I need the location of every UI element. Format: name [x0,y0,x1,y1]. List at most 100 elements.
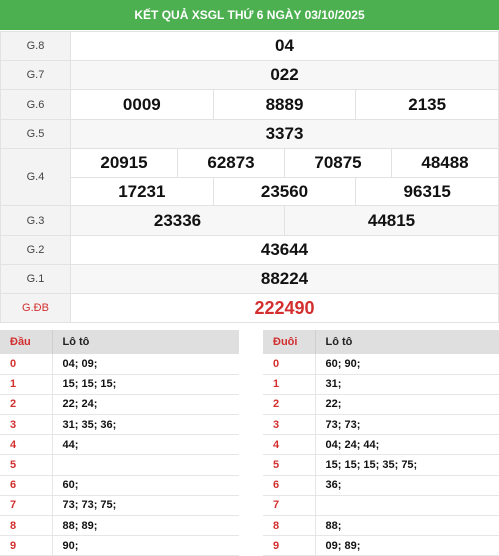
loto-values: 60; 90; [314,354,499,375]
prize-value: 23560 [212,177,356,205]
loto-key: 2 [0,394,52,416]
dau-loto-table: Đầu Lô tô 0 04; 09; 1 15; 15; 15; 2 22; 24; 3 3… [0,330,239,556]
duoi-header: Đuôi [263,330,315,354]
loto-values: 22; [314,394,499,416]
results-title: KẾT QUẢ XSGL THỨ 6 NGÀY 03/10/2025 [134,8,365,22]
loto-row: 4 04; 24; 44; [263,434,499,456]
prize-value: 04 [70,31,499,61]
loto-key: 4 [263,434,315,456]
loto-values: 88; 89; [51,515,239,537]
loto-row: 3 73; 73; [263,414,499,436]
loto-row: 9 90; [0,535,239,556]
prize-row-g5: G.5 3373 [0,119,499,149]
prize-row-g7: G.7 022 [0,60,499,90]
prize-value: 022 [70,60,499,90]
loto-values: 15; 15; 15; [51,374,239,395]
loto-row: 5 [0,454,239,476]
loto-row: 5 15; 15; 15; 35; 75; [263,454,499,476]
loto-row: 7 73; 73; 75; [0,495,239,517]
loto-key: 1 [263,374,315,395]
loto-row: 0 04; 09; [0,354,239,375]
prize-label: G.1 [0,264,71,294]
loto-key: 0 [0,354,52,375]
prize-label: G.4 [0,148,71,206]
loto-row: 6 60; [0,475,239,496]
loto-values [314,495,499,517]
prize-value: 96315 [355,177,499,205]
prize-value: 62873 [177,149,284,177]
loto-key: 0 [263,354,315,375]
loto-key: 8 [263,515,315,537]
duoi-loto-table: Đuôi Lô tô 0 60; 90; 1 31; 2 22; 3 73; 73; 4 04; … [263,330,499,556]
loto-key: 5 [0,454,52,476]
loto-values: 15; 15; 15; 35; 75; [314,454,499,476]
loto-values: 04; 09; [51,354,239,375]
loto-row: 3 31; 35; 36; [0,414,239,436]
prize-value: 48488 [391,149,498,177]
results-header: KẾT QUẢ XSGL THỨ 6 NGÀY 03/10/2025 [0,0,499,30]
prize-row-g2: G.2 43644 [0,235,499,265]
prize-row-g3: G.3 23336 44815 [0,205,499,236]
loto-key: 9 [0,535,52,556]
loto-row: 1 31; [263,374,499,395]
loto-values: 60; [51,475,239,496]
loto-key: 1 [0,374,52,395]
prize-value: 23336 [153,210,202,230]
loto-row: 9 09; 89; [263,535,499,556]
prize-label: G.5 [0,119,71,149]
loto-key: 7 [0,495,52,517]
prize-value: 20915 [100,153,148,172]
loto-values: 44; [51,434,239,456]
loto-values: 88; [314,515,499,537]
prize-value: 70875 [284,149,391,177]
loto-key: 7 [263,495,315,517]
special-prize-value: 222490 [70,293,499,323]
prize-row-g4: G.4 20915 62873 70875 48488 17231 23560 … [0,148,499,206]
loto-values: 04; 24; 44; [314,434,499,456]
loto-values [51,454,239,476]
loto-key: 9 [263,535,315,556]
loto-key: 3 [0,414,52,436]
loto-key: 3 [263,414,315,436]
prize-label: G.2 [0,235,71,265]
loto-values: 31; [314,374,499,395]
loto-row: 2 22; [263,394,499,416]
loto-row: 2 22; 24; [0,394,239,416]
prize-value: 0009 [122,94,161,114]
prize-label: G.ĐB [0,293,71,323]
dau-header: Đầu [0,330,52,354]
prize-table: G.8 04 G.7 022 G.6 0009 8889 2135 G.5 33… [0,31,499,323]
loto-row: 4 44; [0,434,239,456]
loto-row: 1 15; 15; 15; [0,374,239,395]
prize-label: G.7 [0,60,71,90]
loto-values: 73; 73; 75; [51,495,239,517]
prize-row-g8: G.8 04 [0,31,499,61]
loto-row: 8 88; [263,515,499,537]
loto-values: 31; 35; 36; [51,414,239,436]
loto-values: 22; 24; [51,394,239,416]
prize-label: G.3 [0,205,71,236]
loto-key: 6 [0,475,52,496]
prize-value: 88224 [70,264,499,294]
loto-key: 8 [0,515,52,537]
loto-values: 09; 89; [314,535,499,556]
prize-value: 2135 [355,90,498,119]
prize-value: 3373 [70,119,499,149]
loto-row: 7 [263,495,499,517]
prize-row-g6: G.6 0009 8889 2135 [0,89,499,120]
loto-key: 2 [263,394,315,416]
prize-label: G.6 [0,89,71,120]
loto-key: 5 [263,454,315,476]
loto-header: Lô tô [314,330,499,354]
prize-value: 17231 [71,177,213,205]
prize-values: 0009 8889 2135 [70,89,499,120]
loto-row: 6 36; [263,475,499,496]
loto-values: 90; [51,535,239,556]
prize-value: 8889 [212,90,356,119]
loto-values: 36; [314,475,499,496]
prize-values: 23336 44815 [70,205,499,236]
prize-value: 43644 [70,235,499,265]
loto-header: Lô tô [51,330,239,354]
prize-values: 20915 62873 70875 48488 17231 23560 9631… [70,148,499,206]
loto-key: 6 [263,475,315,496]
